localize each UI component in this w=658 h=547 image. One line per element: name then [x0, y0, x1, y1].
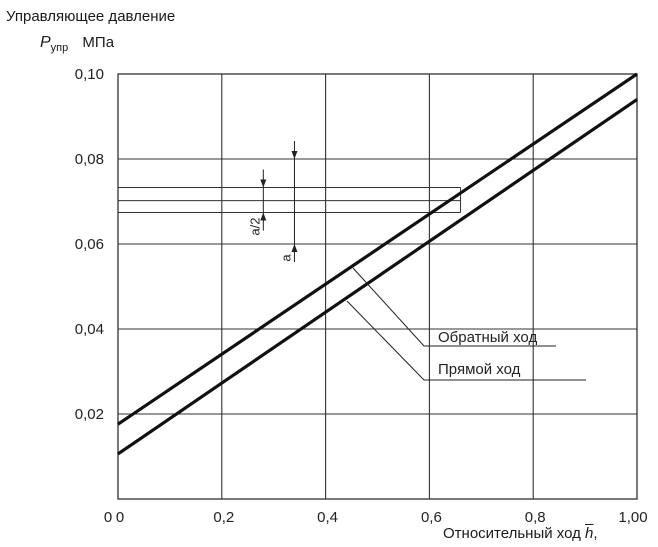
- x-tick-label: 0: [116, 509, 124, 526]
- series-lines: [118, 74, 637, 454]
- tick-labels: 0 0,2 0,4 0,6 0,8 1,00 0 0,02 0,04 0,06 0,08 0,10: [75, 66, 648, 526]
- legend: Обратный ход Прямой ход: [347, 268, 586, 380]
- x-axis-label-text: Относительный ход: [443, 525, 581, 542]
- x-tick-label-origin: 0: [104, 509, 112, 526]
- series-line: [118, 100, 637, 454]
- y-tick-label: 0,06: [75, 236, 104, 253]
- y-tick-label: 0,02: [75, 406, 104, 423]
- y-tick-label: 0,10: [75, 66, 104, 83]
- x-tick-label: 0,6: [421, 509, 442, 526]
- y-tick-label: 0,04: [75, 321, 104, 338]
- legend-label: Прямой ход: [438, 361, 521, 378]
- a-dimension-arrow-top: [291, 151, 297, 159]
- y-tick-label: 0,08: [75, 151, 104, 168]
- legend-label: Обратный ход: [438, 329, 537, 346]
- plot-frame: [118, 74, 637, 499]
- x-axis-title: Относительный ход h,: [443, 525, 598, 542]
- x-axis-suffix: ,: [593, 525, 597, 542]
- grid: [118, 74, 637, 499]
- x-tick-label: 0,8: [525, 509, 546, 526]
- x-tick-label: 1,00: [618, 509, 647, 526]
- x-tick-label: 0,2: [213, 509, 234, 526]
- band-lines: [118, 187, 461, 212]
- x-tick-label: 0,4: [317, 509, 338, 526]
- a-dimension-arrow-bottom: [291, 244, 297, 252]
- a-dimension-label: a: [278, 254, 293, 262]
- series-line: [118, 74, 637, 424]
- half-a-dimension-label: a/2: [247, 218, 262, 236]
- half-a-dimension-arrow-top: [260, 179, 266, 187]
